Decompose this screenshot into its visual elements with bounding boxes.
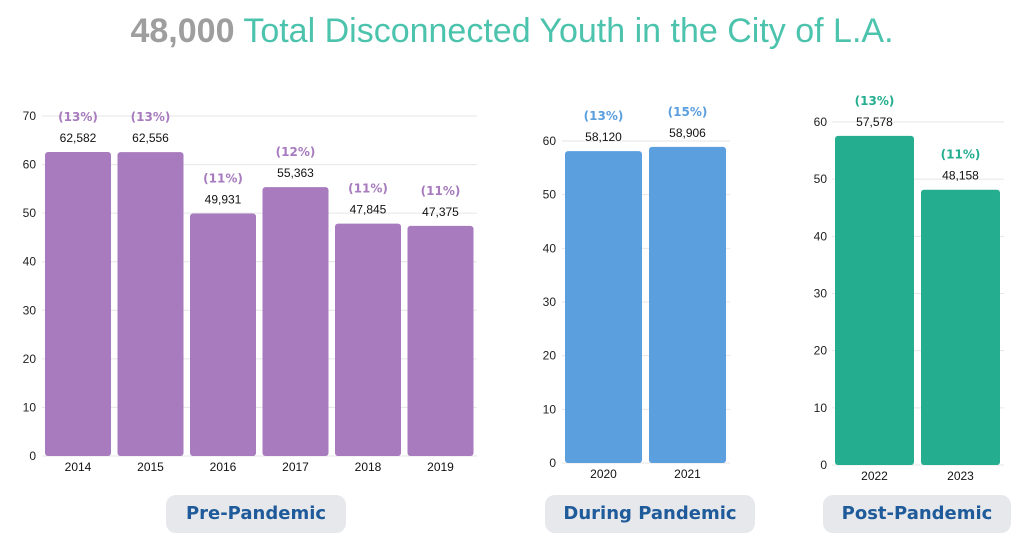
- post-pandemic-y-tick: 50: [814, 172, 828, 186]
- pre-pandemic-value-label: 47,375: [422, 205, 459, 219]
- pre-pandemic-bar-2016: [190, 213, 256, 456]
- pre-pandemic-value-label: 47,845: [350, 203, 387, 217]
- pre-pandemic-value-label: 62,582: [60, 131, 97, 145]
- pre-pandemic-y-tick: 50: [23, 206, 37, 220]
- during-pandemic-y-tick: 40: [543, 241, 557, 255]
- during-pandemic-x-tick: 2020: [590, 467, 617, 481]
- pre-pandemic-percent-label: (11%): [421, 184, 461, 198]
- pre-pandemic-y-tick: 60: [23, 158, 37, 172]
- post-pandemic-x-tick: 2023: [947, 469, 974, 483]
- pre-pandemic-x-tick: 2014: [65, 460, 92, 474]
- pre-pandemic-y-tick: 30: [23, 303, 37, 317]
- during-pandemic-percent-label: (15%): [668, 105, 708, 119]
- during-pandemic-y-tick: 60: [543, 134, 557, 148]
- pre-pandemic-y-tick: 40: [23, 255, 37, 269]
- pre-pandemic-y-tick: 70: [23, 109, 37, 123]
- during-pandemic-y-tick: 0: [549, 456, 556, 470]
- during-pandemic-label: During Pandemic: [545, 495, 755, 533]
- pre-pandemic-x-tick: 2015: [137, 460, 164, 474]
- page-title: 48,000 Total Disconnected Youth in the C…: [0, 12, 1024, 51]
- during-pandemic-x-tick: 2021: [674, 467, 701, 481]
- pre-pandemic-value-label: 49,931: [205, 192, 242, 206]
- pre-pandemic-bar-2014: [45, 152, 111, 457]
- during-pandemic-value-label: 58,120: [585, 130, 622, 144]
- pre-pandemic-percent-label: (12%): [276, 145, 316, 159]
- during-pandemic-y-tick: 30: [543, 295, 557, 309]
- pre-pandemic-x-tick: 2018: [355, 460, 382, 474]
- pre-pandemic-x-tick: 2017: [282, 460, 309, 474]
- during-pandemic-y-tick: 50: [543, 188, 557, 202]
- pre-pandemic-percent-label: (11%): [348, 182, 388, 196]
- post-pandemic-y-tick: 0: [820, 458, 827, 472]
- post-pandemic-value-label: 48,158: [942, 169, 979, 183]
- during-pandemic-y-tick: 20: [543, 349, 557, 363]
- pre-pandemic-y-tick: 20: [23, 352, 37, 366]
- pre-pandemic-label: Pre-Pandemic: [166, 495, 346, 533]
- pre-pandemic-y-tick: 0: [29, 449, 36, 463]
- post-pandemic-y-tick: 40: [814, 229, 828, 243]
- post-pandemic-percent-label: (13%): [855, 94, 895, 108]
- post-pandemic-label: Post-Pandemic: [823, 495, 1011, 533]
- post-pandemic-percent-label: (11%): [941, 148, 981, 162]
- pre-pandemic-bar-2018: [335, 223, 401, 456]
- pre-pandemic-x-tick: 2016: [210, 460, 237, 474]
- pre-pandemic-bar-2019: [407, 225, 474, 456]
- title-text: Total Disconnected Youth in the City of …: [243, 12, 894, 50]
- during-pandemic-bar-2021: [649, 146, 726, 463]
- during-pandemic-percent-label: (13%): [584, 109, 624, 123]
- during-pandemic-bar-2020: [565, 151, 642, 463]
- title-number: 48,000: [130, 12, 235, 50]
- during-pandemic-y-tick: 10: [543, 402, 557, 416]
- during-pandemic-value-label: 58,906: [669, 126, 706, 140]
- pre-pandemic-percent-label: (13%): [58, 110, 98, 124]
- post-pandemic-bar-2023: [921, 189, 1000, 465]
- pre-pandemic-x-tick: 2019: [427, 460, 454, 474]
- pre-pandemic-bar-2015: [117, 152, 184, 457]
- post-pandemic-y-tick: 10: [814, 401, 828, 415]
- post-pandemic-x-tick: 2022: [861, 469, 888, 483]
- post-pandemic-bar-2022: [835, 135, 914, 465]
- post-pandemic-y-tick: 20: [814, 344, 828, 358]
- pre-pandemic-bar-2017: [262, 187, 329, 456]
- pre-pandemic-percent-label: (11%): [203, 171, 243, 185]
- pre-pandemic-value-label: 62,556: [132, 131, 169, 145]
- pre-pandemic-percent-label: (13%): [131, 110, 171, 124]
- pre-pandemic-value-label: 55,363: [277, 166, 314, 180]
- post-pandemic-y-tick: 30: [814, 287, 828, 301]
- post-pandemic-value-label: 57,578: [856, 115, 893, 129]
- post-pandemic-y-tick: 60: [814, 115, 828, 129]
- pre-pandemic-y-tick: 10: [23, 400, 37, 414]
